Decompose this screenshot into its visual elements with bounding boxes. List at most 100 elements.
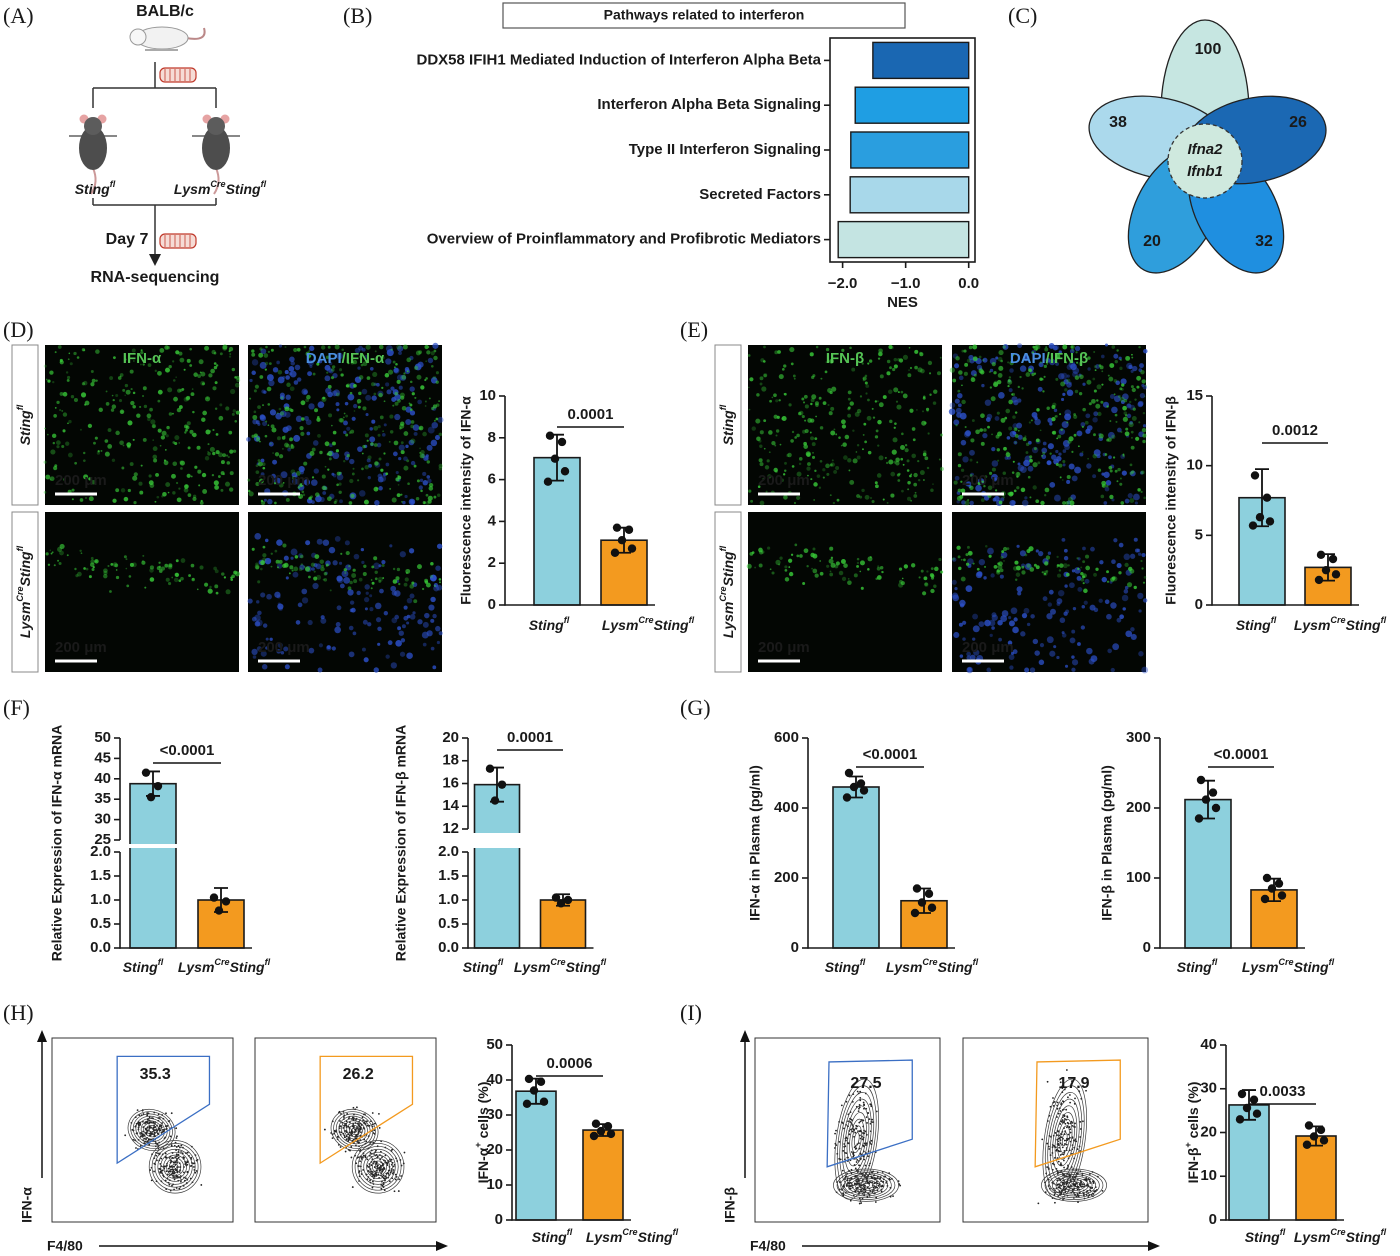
scale-bar-label: 200 μm <box>962 639 1014 656</box>
ifn-signal <box>963 558 966 562</box>
ifn-signal <box>130 388 133 391</box>
ifn-signal <box>115 430 120 436</box>
ifn-signal <box>336 471 341 476</box>
ifn-signal <box>856 455 861 460</box>
superscript: Cre <box>214 957 229 967</box>
ifn-signal <box>859 560 865 566</box>
ifn-signal <box>774 350 779 355</box>
text-part: Sting <box>654 617 689 633</box>
ifn-signal <box>900 457 904 461</box>
event-dot <box>358 1170 361 1173</box>
ifn-signal <box>43 460 47 464</box>
ifn-signal <box>373 425 379 431</box>
ifn-signal <box>322 578 325 581</box>
nucleus-signal <box>306 431 311 436</box>
ifn-signal <box>784 461 787 465</box>
event-dot <box>888 1177 891 1180</box>
ifn-signal <box>370 442 374 446</box>
ifn-signal <box>261 462 266 467</box>
ifn-signal <box>138 481 143 486</box>
nucleus-signal <box>303 479 311 486</box>
nucleus-signal <box>956 500 960 504</box>
ifn-signal <box>377 433 381 437</box>
nucleus-signal <box>1112 643 1120 651</box>
nucleus-signal <box>970 370 977 377</box>
text-part: Sting <box>720 410 736 445</box>
ifn-signal <box>759 382 763 386</box>
event-dot <box>148 1116 151 1119</box>
ifn-signal <box>893 364 898 369</box>
ifn-signal <box>831 459 834 462</box>
ifn-signal <box>1044 494 1047 497</box>
ifn-signal <box>413 599 418 604</box>
event-dot <box>154 1129 157 1131</box>
data-point <box>1194 814 1204 823</box>
ifn-signal <box>282 481 285 484</box>
ifn-signal <box>815 415 817 418</box>
ifn-signal <box>794 436 797 439</box>
ifn-signal <box>187 446 191 450</box>
ifn-signal <box>898 358 904 363</box>
nucleus-signal <box>254 532 262 540</box>
ifn-signal <box>844 434 850 440</box>
ifn-signal <box>45 378 48 381</box>
superscript: fl <box>498 957 504 967</box>
event-dot <box>865 1116 868 1119</box>
ifn-signal <box>173 577 179 583</box>
event-dot <box>148 1143 151 1146</box>
nucleus-signal <box>277 603 284 610</box>
event-dot <box>1080 1181 1082 1184</box>
x-tick-label: −1.0 <box>891 275 921 292</box>
event-dot <box>184 1163 187 1166</box>
ifn-signal <box>918 576 921 579</box>
ifn-signal <box>296 347 301 352</box>
x-tick-label: LysmCreStingfl <box>178 957 271 974</box>
nucleus-signal <box>343 576 351 584</box>
ifn-signal <box>397 483 400 486</box>
nucleus-signal <box>264 538 269 543</box>
nucleus-signal <box>329 443 333 448</box>
ifn-signal <box>1026 548 1031 554</box>
event-dot <box>1093 1190 1096 1193</box>
ifn-signal <box>1029 458 1033 463</box>
ifn-signal <box>340 552 343 555</box>
nucleus-signal <box>1048 589 1054 595</box>
venn-count: 100 <box>1195 41 1222 58</box>
nucleus-signal <box>375 617 382 623</box>
ifn-signal <box>271 427 277 433</box>
scale-bar-label: 200 μm <box>758 639 810 656</box>
ifn-signal <box>1005 452 1011 458</box>
ifn-signal <box>859 395 863 398</box>
ifn-signal <box>807 462 811 466</box>
ifn-signal <box>847 406 851 410</box>
y-tick-label: 20 <box>486 1141 503 1158</box>
ifn-signal <box>1041 378 1044 381</box>
event-dot <box>1089 1189 1092 1192</box>
nucleus-signal <box>293 434 301 442</box>
ifn-signal <box>1009 360 1014 366</box>
ifn-signal <box>1035 565 1040 570</box>
event-dot <box>1046 1080 1049 1083</box>
data-point <box>1267 884 1277 893</box>
ifn-signal <box>793 377 796 380</box>
ifn-signal <box>778 563 781 566</box>
nucleus-signal <box>341 570 349 578</box>
ifn-signal <box>77 571 82 577</box>
y-tick-label: 18 <box>442 752 459 769</box>
ifn-signal <box>152 424 156 428</box>
y-tick-label: 12 <box>442 820 459 837</box>
nucleus-signal <box>432 613 437 619</box>
ifn-signal <box>222 345 228 351</box>
nucleus-signal <box>376 442 382 448</box>
event-dot <box>848 1094 851 1097</box>
ifn-signal <box>1000 417 1006 423</box>
nucleus-signal <box>1141 552 1146 558</box>
superscript: Cre <box>15 586 25 601</box>
ifn-signal <box>749 551 754 556</box>
nucleus-signal <box>1132 365 1138 372</box>
ifn-signal <box>1057 434 1062 439</box>
nucleus-signal <box>262 421 268 427</box>
nucleus-signal <box>1141 666 1149 674</box>
ifn-signal <box>401 405 407 411</box>
data-point <box>856 779 866 788</box>
